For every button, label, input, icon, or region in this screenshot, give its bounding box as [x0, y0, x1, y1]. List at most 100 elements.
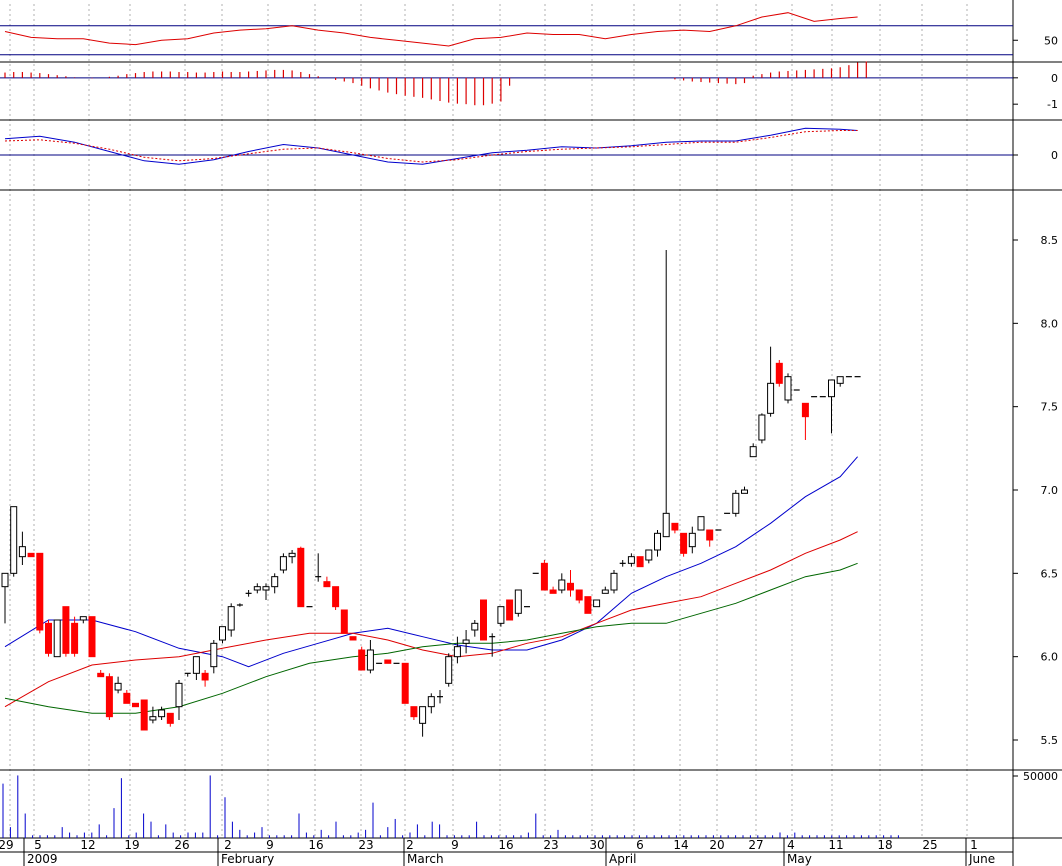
candle-body — [114, 682, 122, 691]
candle-body — [767, 382, 775, 414]
candle-body — [419, 706, 427, 724]
x-tick-day-16: 20 — [709, 838, 724, 852]
candle-body — [349, 636, 357, 641]
candle-body — [549, 589, 557, 594]
candle-body — [601, 589, 609, 594]
x-tick-day-3: 19 — [124, 838, 139, 852]
candle-body — [71, 622, 79, 654]
x-tick-day-14: 6 — [636, 838, 644, 852]
x-month-label-3: April — [609, 852, 636, 866]
x-month-label-5: June — [968, 852, 995, 866]
candle-body — [358, 649, 366, 671]
price-panel — [1, 250, 861, 737]
candle-body — [758, 414, 766, 441]
candle-body — [480, 599, 487, 641]
candle-body — [105, 676, 113, 718]
x-tick-day-21: 25 — [922, 838, 937, 852]
x-tick-day-7: 16 — [308, 838, 323, 852]
candle-body — [732, 492, 740, 514]
price-tick-6.5: 6.5 — [1041, 567, 1059, 580]
candle-body — [654, 532, 661, 551]
candle-body — [453, 646, 461, 658]
candle-body — [575, 589, 583, 601]
candle-body — [688, 532, 696, 548]
candle-body — [462, 639, 470, 644]
candle-body — [79, 616, 87, 621]
x-tick-day-13: 30 — [589, 838, 604, 852]
rsi-panel — [0, 12, 1013, 56]
x-tick-day-8: 23 — [358, 838, 373, 852]
x-tick-day-0: 29 — [0, 838, 14, 852]
volume-panel — [2, 775, 899, 838]
rsi-line — [4, 12, 858, 47]
candle-body — [279, 556, 287, 571]
candle-body — [506, 599, 514, 621]
x-tick-day-19: 11 — [828, 838, 843, 852]
candle-body — [384, 659, 392, 664]
candle-body — [697, 516, 705, 531]
candle-body — [340, 609, 348, 634]
x-tick-day-22: 1 — [970, 838, 978, 852]
candle-body — [27, 552, 35, 558]
candle-body — [323, 581, 331, 588]
x-tick-day-20: 18 — [877, 838, 892, 852]
candle-body — [18, 546, 26, 558]
candle-body — [149, 716, 157, 721]
macdh-tick--1: -1 — [1047, 98, 1058, 111]
candle-body — [706, 529, 714, 541]
candle-body — [366, 649, 374, 671]
candle-body — [584, 596, 592, 614]
candle-body — [53, 619, 61, 658]
candle-body — [201, 672, 209, 681]
candle-body — [297, 547, 305, 608]
price-tick-8.0: 8.0 — [1041, 317, 1059, 330]
candle-body — [636, 556, 644, 568]
candle-body — [593, 599, 601, 608]
candle-body — [680, 532, 688, 554]
candle-body — [749, 446, 757, 458]
macd-signal-line — [4, 130, 858, 163]
ma-fast-line — [4, 456, 858, 668]
macd-tick-0: 0 — [1051, 149, 1058, 162]
macd-histogram-panel — [0, 61, 1013, 106]
x-tick-day-12: 23 — [543, 838, 558, 852]
candle-body — [671, 522, 679, 531]
macdh-tick-0: 0 — [1051, 72, 1058, 85]
x-tick-day-15: 14 — [673, 838, 688, 852]
candle-body — [288, 552, 296, 558]
candle-body — [123, 692, 131, 704]
candle-body — [497, 606, 505, 624]
candle-body — [828, 379, 835, 398]
candle-body — [262, 586, 270, 591]
candle-body — [253, 586, 261, 591]
candle-body — [97, 672, 105, 678]
price-tick-7.0: 7.0 — [1041, 484, 1059, 497]
candle-body — [158, 709, 166, 718]
candle-body — [332, 586, 340, 608]
candle-body — [427, 696, 435, 708]
x-tick-day-6: 9 — [266, 838, 274, 852]
candle-body — [775, 362, 783, 384]
x-tick-day-17: 27 — [748, 838, 763, 852]
candle-body — [10, 506, 18, 574]
x-month-label-4: May — [787, 852, 812, 866]
candle-body — [410, 706, 418, 718]
x-tick-day-2: 12 — [80, 838, 95, 852]
candle-body — [540, 562, 548, 591]
ma-mid-line — [4, 531, 858, 708]
candle-body — [192, 656, 200, 674]
candle-body — [166, 712, 174, 724]
candle-body — [140, 699, 148, 731]
candle-body — [36, 552, 44, 631]
x-month-label-2: March — [407, 852, 444, 866]
candle-body — [219, 626, 226, 641]
candle-body — [445, 656, 453, 684]
candle-body — [567, 582, 574, 591]
x-axis-labels: 29 5 12 19 26 2 9 16 23 2 9 16 23 30 6 14 20 27 4 11 18 25 120… — [0, 838, 1013, 866]
candle-body — [645, 549, 653, 561]
ma-slow-line — [4, 562, 858, 714]
x-month-label-0: 2009 — [27, 852, 58, 866]
candle-body — [558, 579, 566, 591]
